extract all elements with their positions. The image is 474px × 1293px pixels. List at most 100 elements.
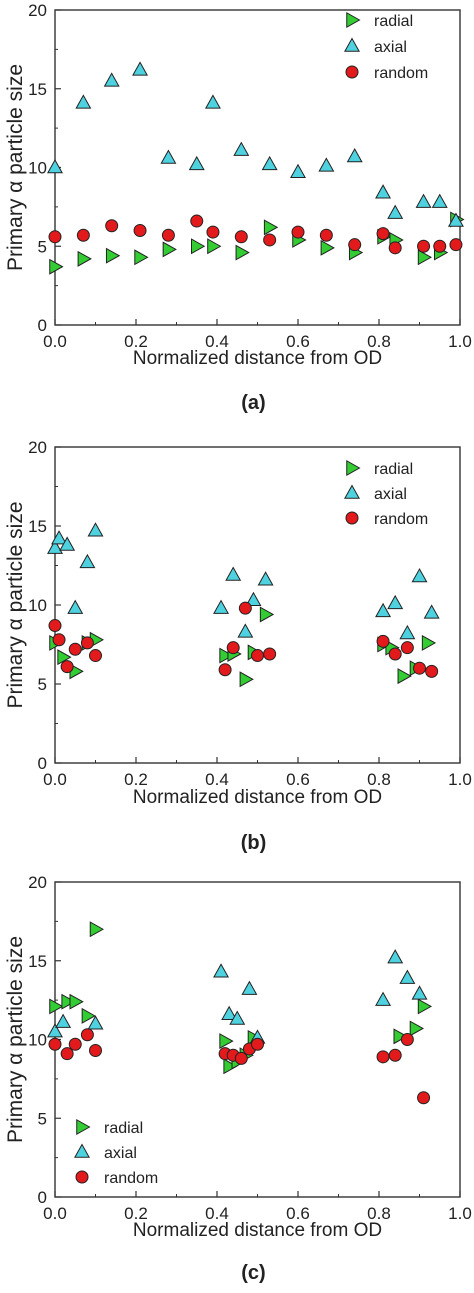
data-point-axial — [318, 157, 335, 172]
data-point-random — [190, 214, 204, 228]
x-tick-label: 0.6 — [286, 332, 310, 351]
y-tick-label: 20 — [28, 438, 47, 457]
data-point-radial — [421, 634, 437, 651]
data-point-radial — [219, 647, 234, 664]
y-tick-label: 10 — [28, 596, 47, 615]
data-point-axial — [55, 1013, 72, 1028]
data-point-axial — [188, 155, 205, 171]
y-tick-label: 10 — [28, 1031, 47, 1050]
data-point-radial — [49, 998, 64, 1015]
data-point-axial — [387, 204, 404, 219]
data-point-axial — [132, 61, 149, 76]
data-point-axial — [431, 193, 448, 208]
panel-label: (b) — [241, 832, 267, 854]
legend-marker-axial — [344, 484, 360, 499]
x-tick-label: 0.6 — [286, 1204, 310, 1223]
data-point-radial — [263, 219, 279, 236]
panel-2: 0.0 0.2 0.4 0.6 0.8 1.0 0 5 10 15 20 Normalized dis… — [4, 438, 472, 854]
data-point-radial — [417, 998, 433, 1015]
data-point-random — [80, 636, 94, 650]
data-point-axial — [387, 949, 404, 964]
y-tick-label: 5 — [38, 1109, 47, 1128]
data-point-random — [218, 663, 232, 677]
plot-frame — [54, 9, 461, 326]
data-point-random — [48, 230, 62, 244]
data-point-random — [52, 633, 66, 647]
data-point-radial — [81, 1007, 96, 1024]
series-axial — [47, 522, 440, 640]
data-point-random — [68, 1037, 82, 1051]
data-point-random — [388, 1048, 402, 1062]
x-tick-label: 0.0 — [43, 332, 67, 351]
data-point-random — [89, 1044, 102, 1058]
data-point-random — [251, 1037, 264, 1051]
data-point-random — [417, 239, 431, 253]
data-point-random — [376, 1050, 390, 1064]
data-point-radial — [191, 238, 206, 255]
data-point-radial — [235, 244, 250, 261]
data-point-random — [319, 228, 333, 242]
data-point-axial — [415, 193, 432, 208]
legend-marker-axial — [344, 37, 360, 52]
x-tick-label: 0.2 — [124, 332, 148, 351]
data-point-axial — [423, 604, 440, 619]
legend-marker-random — [345, 511, 359, 525]
data-point-random — [60, 660, 74, 674]
panel-label: (a) — [241, 392, 265, 414]
series-random — [48, 601, 439, 678]
y-tick-label: 20 — [28, 1, 47, 20]
data-point-radial — [409, 1020, 424, 1037]
series-radial — [49, 606, 437, 688]
x-axis-title: Normalized distance from OD — [133, 787, 382, 808]
data-point-radial — [259, 606, 275, 623]
legend-label-radial: radial — [374, 13, 413, 30]
y-axis-title: Primary α particle size — [4, 64, 27, 271]
y-axis-title: Primary α particle size — [4, 501, 27, 708]
data-point-axial — [233, 141, 250, 156]
data-point-random — [80, 1028, 94, 1042]
x-tick-label: 0.0 — [43, 1204, 67, 1223]
data-point-radial — [219, 1033, 234, 1050]
data-point-random — [60, 1047, 74, 1061]
y-tick-label: 0 — [38, 1188, 47, 1207]
legend-label-axial: axial — [374, 39, 407, 56]
x-tick-label: 0.2 — [124, 1204, 148, 1223]
data-point-axial — [375, 991, 392, 1006]
data-point-axial — [229, 1010, 246, 1025]
legend-label-random: random — [104, 1170, 158, 1187]
data-point-random — [206, 225, 220, 239]
legend-label-random: random — [374, 511, 428, 528]
y-tick-label: 10 — [28, 159, 47, 178]
data-point-axial — [59, 536, 76, 551]
y-tick-label: 15 — [28, 80, 47, 99]
data-point-axial — [411, 985, 428, 1000]
data-point-axial — [87, 1015, 104, 1030]
data-point-random — [263, 647, 277, 661]
data-point-axial — [213, 599, 230, 614]
y-tick-label: 15 — [28, 952, 47, 971]
data-point-random — [413, 661, 426, 675]
data-point-random — [388, 647, 402, 661]
data-point-axial — [447, 212, 464, 227]
data-point-random — [449, 238, 463, 252]
y-tick-label: 5 — [38, 237, 47, 256]
data-point-radial — [61, 993, 76, 1010]
data-point-random — [226, 641, 240, 655]
data-point-axial — [75, 94, 92, 109]
y-tick-label: 0 — [38, 754, 47, 773]
series-random — [48, 214, 463, 255]
data-point-random — [388, 241, 402, 255]
data-point-axial — [245, 591, 262, 607]
data-point-random — [89, 649, 102, 663]
data-point-radial — [49, 258, 64, 275]
data-point-random — [433, 239, 447, 253]
y-tick-label: 5 — [38, 675, 47, 694]
data-point-axial — [213, 963, 230, 978]
data-point-radial — [57, 649, 72, 666]
legend-marker-radial — [346, 460, 361, 476]
data-point-random — [234, 1051, 248, 1065]
data-point-axial — [237, 623, 254, 638]
data-point-random — [400, 1033, 414, 1046]
